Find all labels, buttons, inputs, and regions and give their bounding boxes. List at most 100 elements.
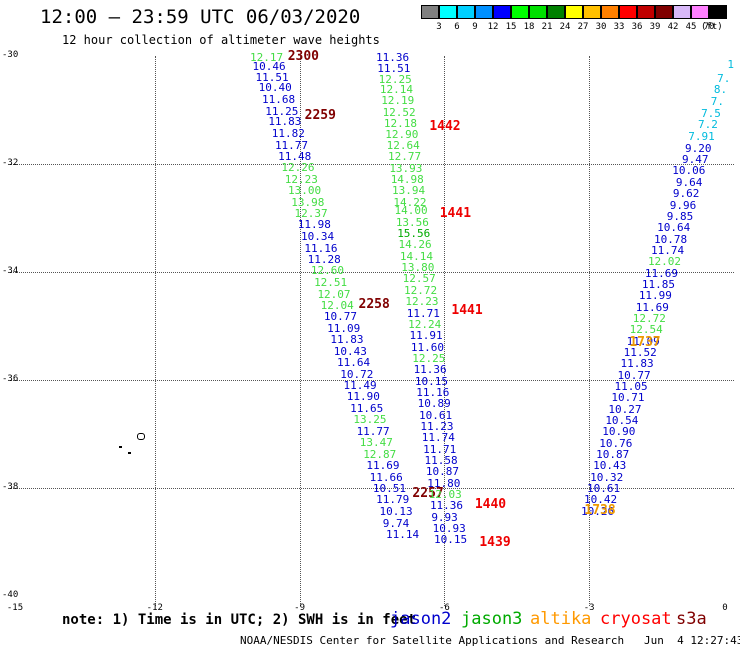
wave-height-point: 10.06 [672, 164, 706, 178]
wave-height-point: 12.25 [378, 72, 412, 86]
wave-height-point: 11.83 [620, 357, 654, 371]
wave-height-point: 12.72 [404, 283, 438, 297]
wave-height-point: 10.43 [333, 344, 367, 358]
wave-height-point: 12.90 [385, 127, 419, 141]
wave-height-point: 9.93 [431, 510, 458, 524]
wave-height-point: 10.64 [657, 221, 691, 235]
pass-time-label: 1439 [479, 535, 511, 550]
colorbar-cell [673, 5, 691, 19]
wave-height-point: 12.37 [294, 207, 328, 221]
wave-height-point: 11.28 [307, 253, 341, 267]
y-tick-label: -38 [2, 482, 19, 492]
wave-height-point: 12.51 [314, 275, 348, 289]
wave-height-point: 10.61 [587, 482, 621, 495]
wave-height-point: 10.90 [602, 425, 636, 439]
wave-height-point: 10.54 [605, 413, 639, 427]
wave-height-point: 1 [727, 58, 734, 72]
wave-height-point: 11.68 [262, 93, 296, 107]
pass-time-label: 1440 [474, 497, 507, 513]
wave-height-point: 14.22 [393, 195, 427, 209]
colorbar-cell [583, 5, 601, 19]
wave-height-point: 11.69 [635, 300, 669, 314]
wave-height-point: 12.52 [382, 105, 416, 119]
wave-height-point: 12.25 [412, 351, 446, 365]
wave-height-point: 10.72 [340, 367, 374, 381]
grid-line-vertical [589, 56, 591, 606]
wave-height-point: 12.77 [387, 150, 422, 164]
wave-height-point: 10.87 [425, 465, 459, 479]
grid-line-horizontal [10, 164, 734, 165]
colorbar-cell [565, 5, 583, 19]
wave-height-point: 12.72 [632, 311, 666, 325]
wave-height-point: 10.46 [252, 59, 286, 73]
y-tick-label: -30 [2, 50, 19, 60]
wave-height-point: 10.26 [580, 504, 615, 518]
wave-height-point: 12.04 [320, 298, 354, 312]
wave-height-point: 11.48 [278, 149, 312, 163]
wave-height-point: 11.51 [377, 61, 411, 75]
wave-height-point: 12.57 [402, 272, 436, 286]
wave-height-point: 11.91 [409, 329, 443, 343]
colorbar-label: 70 [703, 22, 715, 32]
x-tick-label: -3 [583, 603, 595, 613]
wave-height-point: 13.98 [291, 195, 325, 209]
colorbar-cell [619, 5, 637, 19]
wave-height-point: 10.15 [434, 533, 468, 547]
wave-height-point: 13.93 [389, 161, 423, 175]
wave-height-point: 12.64 [386, 139, 420, 153]
colorbar-label: 36 [631, 22, 643, 32]
wave-height-point: 10.93 [432, 521, 466, 535]
wave-height-point: 11.58 [424, 453, 458, 467]
wave-height-point: 11.66 [369, 470, 403, 484]
y-tick-label: -36 [2, 374, 19, 384]
legend-s3a: s3a [676, 609, 707, 629]
page-subtitle: 12 hour collection of altimeter wave hei… [62, 33, 380, 47]
wave-height-point: 9.47 [681, 153, 709, 167]
wave-height-point: 11.25 [265, 104, 299, 118]
wave-height-point: 11.71 [423, 442, 457, 456]
wave-height-point: 9.74 [382, 516, 410, 530]
wave-height-point: 10.77 [617, 368, 651, 382]
wave-height-point: 11.36 [376, 51, 410, 65]
colorbar-label: 9 [472, 22, 478, 32]
colorbar-label: 18 [523, 22, 535, 32]
page-title: 12:00 — 23:59 UTC 06/03/2020 [40, 6, 361, 28]
wave-height-point: 10.77 [323, 310, 358, 324]
colorbar-label: 3 [436, 22, 442, 32]
wave-height-point: 12.14 [379, 83, 414, 97]
wave-height-point: 15.56 [397, 227, 431, 241]
wave-height-point: 9.85 [666, 209, 694, 223]
wave-height-point: 13.25 [353, 413, 387, 427]
x-tick-label: -9 [294, 603, 306, 613]
x-tick-label: -6 [438, 603, 450, 613]
pass-time-label: 2258 [358, 297, 390, 313]
colorbar-cell [511, 5, 529, 19]
y-tick-label: -32 [2, 158, 19, 168]
wave-height-point: 11.23 [420, 419, 454, 433]
wave-height-point: 13.00 [288, 184, 322, 198]
colorbar-cell [475, 5, 493, 19]
island-dot [119, 446, 122, 448]
wave-height-point: 11.90 [346, 390, 380, 404]
wave-height-point: 13.94 [392, 184, 426, 198]
wave-height-point: 7.91 [688, 129, 715, 143]
wave-height-point: 11.74 [421, 431, 455, 445]
grid-line-vertical [154, 56, 156, 606]
wave-height-point: 12.23 [284, 173, 318, 187]
wave-height-point: 12.18 [383, 116, 418, 130]
wave-height-point: 11.09 [626, 334, 660, 348]
colorbar-cell [637, 5, 655, 19]
wave-height-point: 11.69 [366, 459, 400, 473]
legend-jason3: jason3 [461, 609, 523, 629]
wave-height-point: 12.17 [250, 51, 284, 65]
colorbar-cell [601, 5, 619, 19]
island-marker [137, 433, 145, 440]
wave-height-point: 10.71 [611, 391, 645, 405]
colorbar-cell [421, 5, 439, 19]
grid-line-horizontal [10, 488, 734, 489]
wave-height-point: 10.87 [596, 447, 630, 461]
pass-time-label: 2300 [287, 49, 319, 64]
wave-height-point: 11.64 [337, 356, 371, 370]
colorbar-cell [439, 5, 457, 19]
wave-height-point: 10.27 [608, 402, 642, 416]
